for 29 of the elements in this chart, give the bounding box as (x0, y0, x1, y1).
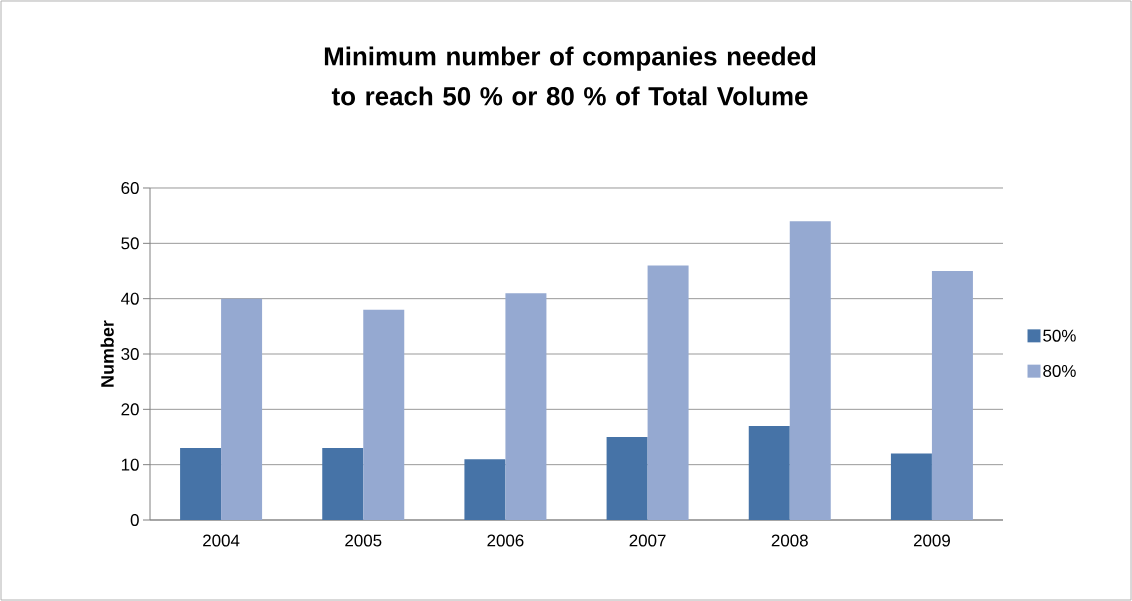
bar (464, 459, 506, 520)
y-tick-label: 50 (121, 237, 139, 250)
x-tick-label: 2008 (771, 534, 808, 547)
y-tick-label: 0 (130, 514, 139, 526)
bar (505, 293, 547, 520)
chart-title: Minimum number of companies needed to reach 50 % or 80 % of Total Volume (324, 46, 816, 106)
x-tick-label: 2004 (203, 534, 240, 547)
legend-label: 50% (1043, 329, 1076, 342)
bar (221, 298, 263, 520)
x-tick-label: 2007 (629, 534, 666, 547)
y-tick-label: 40 (121, 292, 139, 305)
y-tick-label: 60 (121, 182, 139, 194)
legend-label: 80% (1043, 364, 1076, 377)
bar (180, 448, 222, 520)
bar (606, 437, 648, 520)
bar (789, 221, 831, 520)
y-axis-title: Number (100, 320, 114, 387)
bar (890, 453, 932, 520)
x-tick-label: 2009 (913, 534, 950, 547)
bar (748, 425, 790, 520)
bar (363, 309, 405, 520)
x-tick-label: 2005 (345, 534, 382, 547)
y-tick-label: 30 (121, 348, 139, 360)
bar (322, 448, 364, 520)
y-tick-label: 20 (121, 403, 139, 416)
y-tick-label: 10 (121, 458, 139, 471)
bar (647, 265, 689, 520)
x-tick-label: 2006 (487, 534, 524, 547)
bar (931, 271, 973, 520)
